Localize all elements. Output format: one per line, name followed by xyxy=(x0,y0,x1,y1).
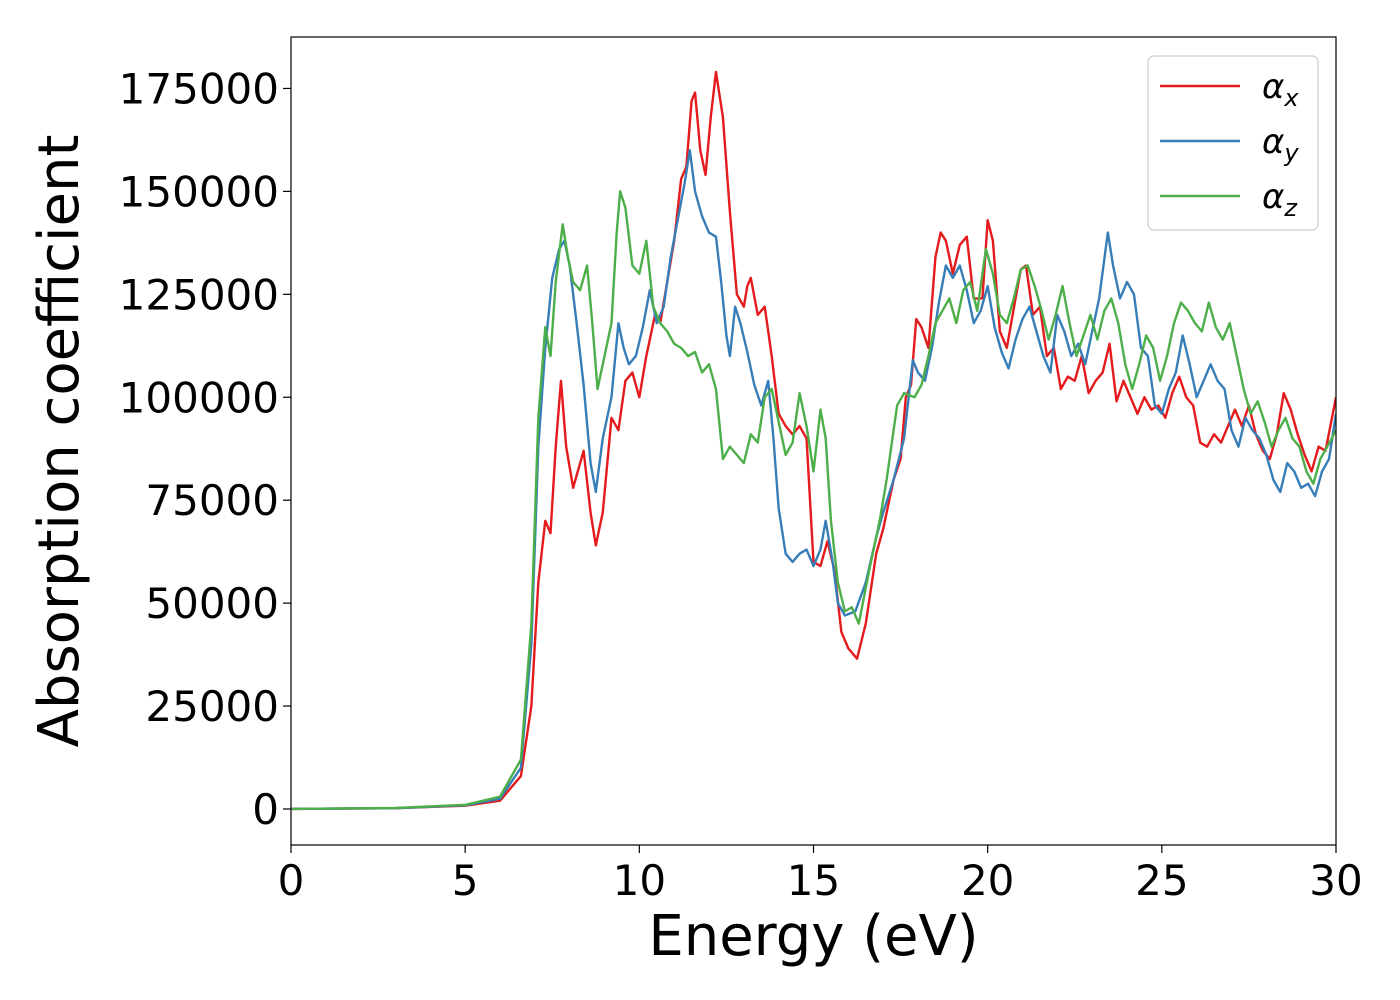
series-line-y xyxy=(291,149,1336,811)
x-tick-label: 30 xyxy=(1309,856,1362,905)
y-tick-label: 175000 xyxy=(119,64,279,113)
x-tick-label: 25 xyxy=(1135,856,1188,905)
legend-label-y: αy xyxy=(1262,122,1299,167)
y-axis: 0 25000 50000 75000 100000 125000 150000 175000 xyxy=(119,64,291,834)
legend-label-z: αz xyxy=(1262,177,1298,222)
y-tick-label: 25000 xyxy=(145,682,279,731)
legend-label-x: αx xyxy=(1262,67,1299,112)
x-tick-label: 20 xyxy=(961,856,1014,905)
y-tick-label: 0 xyxy=(252,785,279,834)
x-tick-label: 15 xyxy=(787,856,840,905)
y-tick-label: 50000 xyxy=(145,579,279,628)
y-tick-label: 150000 xyxy=(119,167,279,216)
legend-box xyxy=(1147,55,1319,231)
x-tick-label: 10 xyxy=(613,856,666,905)
legend: αx αy αz xyxy=(1147,55,1319,231)
y-axis-title: Absorption coefficient xyxy=(27,135,92,748)
y-tick-label: 125000 xyxy=(119,270,279,319)
y-tick-label: 100000 xyxy=(119,373,279,422)
y-tick-label: 75000 xyxy=(145,476,279,525)
x-tick-label: 5 xyxy=(452,856,479,905)
x-axis: 0 5 10 15 20 25 30 xyxy=(278,845,1363,905)
plot-lines xyxy=(291,70,1336,811)
x-tick-label: 0 xyxy=(278,856,305,905)
x-axis-title: Energy (eV) xyxy=(648,904,978,969)
series-line-z xyxy=(291,190,1336,811)
